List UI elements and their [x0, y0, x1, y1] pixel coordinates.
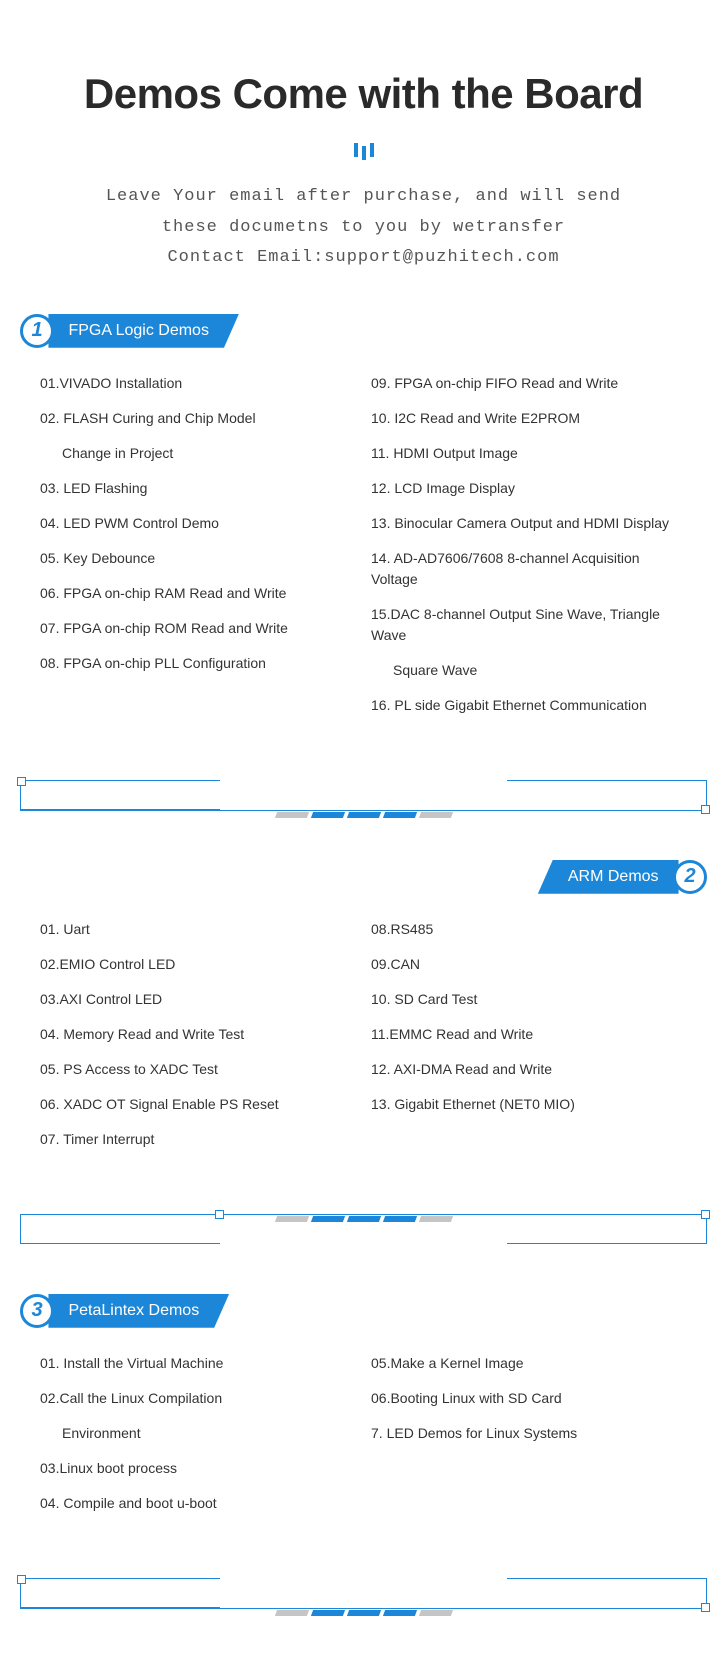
list-item: 08. FPGA on-chip PLL Configuration	[40, 653, 356, 674]
section-number-badge: 2	[673, 860, 707, 894]
list-item: Change in Project	[40, 443, 356, 464]
list-item: 04. LED PWM Control Demo	[40, 513, 356, 534]
list-item: 14. AD-AD7606/7608 8-channel Acquisition…	[371, 548, 687, 590]
subtitle-block: Leave Your email after purchase, and wil…	[0, 182, 727, 314]
subtitle-line: Contact Email:support@puzhitech.com	[40, 243, 687, 274]
decor-corner-left-icon	[20, 780, 220, 810]
list-item: 06. FPGA on-chip RAM Read and Write	[40, 583, 356, 604]
section-petalinux: 3 PetaLintex Demos 01. Install the Virtu…	[0, 1294, 727, 1528]
list-item: 05. PS Access to XADC Test	[40, 1059, 356, 1080]
page-title: Demos Come with the Board	[0, 0, 727, 138]
list-item: 09.CAN	[371, 954, 687, 975]
decor-divider	[20, 770, 707, 830]
list-item: 12. AXI-DMA Read and Write	[371, 1059, 687, 1080]
section-header: 1 FPGA Logic Demos	[20, 314, 727, 348]
section-label: ARM Demos	[538, 860, 679, 894]
decor-corner-left-icon	[20, 1578, 220, 1608]
decor-corner-right-icon	[507, 780, 707, 810]
list-item: 06. XADC OT Signal Enable PS Reset	[40, 1094, 356, 1115]
section-header: 3 PetaLintex Demos	[20, 1294, 727, 1328]
list-item: 01. Uart	[40, 919, 356, 940]
items-col-right: 05.Make a Kernel Image 06.Booting Linux w…	[371, 1353, 687, 1528]
items-col-right: 08.RS485 09.CAN 10. SD Card Test 11.EMMC Re…	[371, 919, 687, 1164]
list-item: 05.Make a Kernel Image	[371, 1353, 687, 1374]
list-item: 06.Booting Linux with SD Card	[371, 1388, 687, 1409]
list-item: 02. FLASH Curing and Chip Model	[40, 408, 356, 429]
list-item: 7. LED Demos for Linux Systems	[371, 1423, 687, 1444]
list-item: 16. PL side Gigabit Ethernet Communicati…	[371, 695, 687, 716]
list-item: 03.AXI Control LED	[40, 989, 356, 1010]
list-item: 02.Call the Linux Compilation	[40, 1388, 356, 1409]
list-item: 04. Compile and boot u-boot	[40, 1493, 356, 1514]
items-grid: 01. Uart 02.EMIO Control LED 03.AXI Contro…	[0, 919, 727, 1164]
section-arm: ARM Demos 2 01. Uart02.EMIO Control LED0…	[0, 860, 727, 1164]
list-item: 15.DAC 8-channel Output Sine Wave, Trian…	[371, 604, 687, 646]
list-item: 07. FPGA on-chip ROM Read and Write	[40, 618, 356, 639]
list-item: Square Wave	[371, 660, 687, 681]
section-label: FPGA Logic Demos	[48, 314, 239, 348]
decor-corner-right-icon	[507, 1214, 707, 1244]
subtitle-line: Leave Your email after purchase, and wil…	[40, 182, 687, 213]
decor-bars-icon	[276, 1216, 452, 1222]
items-col-left: 01. Install the Virtual Machine 02.Call t…	[40, 1353, 356, 1528]
list-item: 10. SD Card Test	[371, 989, 687, 1010]
decor-corner-left-icon	[20, 1214, 220, 1244]
decor-divider	[20, 1204, 707, 1264]
items-col-left: 01.VIVADO Installation 02. FLASH Curing a…	[40, 373, 356, 730]
list-item: 01. Install the Virtual Machine	[40, 1353, 356, 1374]
list-item: 09. FPGA on-chip FIFO Read and Write	[371, 373, 687, 394]
list-item: 11.EMMC Read and Write	[371, 1024, 687, 1045]
section-header: ARM Demos 2	[0, 860, 707, 894]
list-item: 05. Key Debounce	[40, 548, 356, 569]
items-col-right: 09. FPGA on-chip FIFO Read and Write 10. …	[371, 373, 687, 730]
decor-bars-icon	[276, 1610, 452, 1616]
section-number-badge: 3	[20, 1294, 54, 1328]
decor-divider	[20, 1568, 707, 1628]
section-fpga: 1 FPGA Logic Demos 01.VIVADO Installatio…	[0, 314, 727, 730]
list-item: 08.RS485	[371, 919, 687, 940]
items-col-left: 01. Uart 02.EMIO Control LED 03.AXI Contro…	[40, 919, 356, 1164]
items-grid: 01.VIVADO Installation 02. FLASH Curing a…	[0, 373, 727, 730]
list-item: 01.VIVADO Installation	[40, 373, 356, 394]
list-item: 03. LED Flashing	[40, 478, 356, 499]
list-item: 10. I2C Read and Write E2PROM	[371, 408, 687, 429]
page-container: Demos Come with the Board Leave Your ema…	[0, 0, 727, 1628]
subtitle-line: these documetns to you by wetransfer	[40, 213, 687, 244]
list-item: 02.EMIO Control LED	[40, 954, 356, 975]
list-item: 12. LCD Image Display	[371, 478, 687, 499]
title-divider-icon	[0, 143, 727, 162]
items-grid: 01. Install the Virtual Machine 02.Call t…	[0, 1353, 727, 1528]
section-number-badge: 1	[20, 314, 54, 348]
list-item: 07. Timer Interrupt	[40, 1129, 356, 1150]
list-item: 04. Memory Read and Write Test	[40, 1024, 356, 1045]
section-label: PetaLintex Demos	[48, 1294, 229, 1328]
list-item: 13. Gigabit Ethernet (NET0 MIO)	[371, 1094, 687, 1115]
decor-bars-icon	[276, 812, 452, 818]
list-item: Environment	[40, 1423, 356, 1444]
list-item: 13. Binocular Camera Output and HDMI Dis…	[371, 513, 687, 534]
list-item: 03.Linux boot process	[40, 1458, 356, 1479]
decor-corner-right-icon	[507, 1578, 707, 1608]
list-item: 11. HDMI Output Image	[371, 443, 687, 464]
